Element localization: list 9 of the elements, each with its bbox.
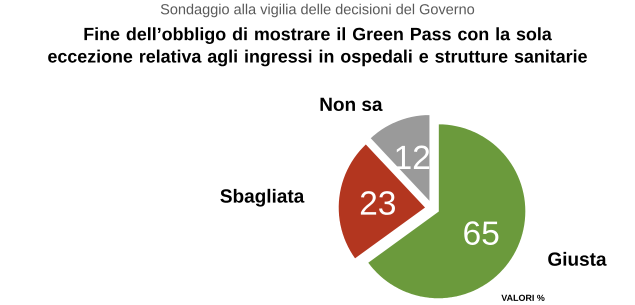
slice-label: Giusta	[548, 252, 607, 266]
slice-label: Non sa	[320, 98, 383, 112]
chart-subtitle: Sondaggio alla vigilia delle decisioni del Governo	[160, 4, 474, 18]
text: VALORI %	[501, 294, 545, 302]
data-label: 23	[360, 191, 395, 216]
slice-label: Sbagliata	[220, 188, 304, 207]
data-label: 65	[464, 221, 498, 246]
chart-title: Fine dell’obbligo di mostrare il Green Pass con la sola eccezione relativa agli ingressi in ospedali e strutture sanitarie	[48, 27, 587, 66]
data-label: 12	[396, 146, 430, 170]
